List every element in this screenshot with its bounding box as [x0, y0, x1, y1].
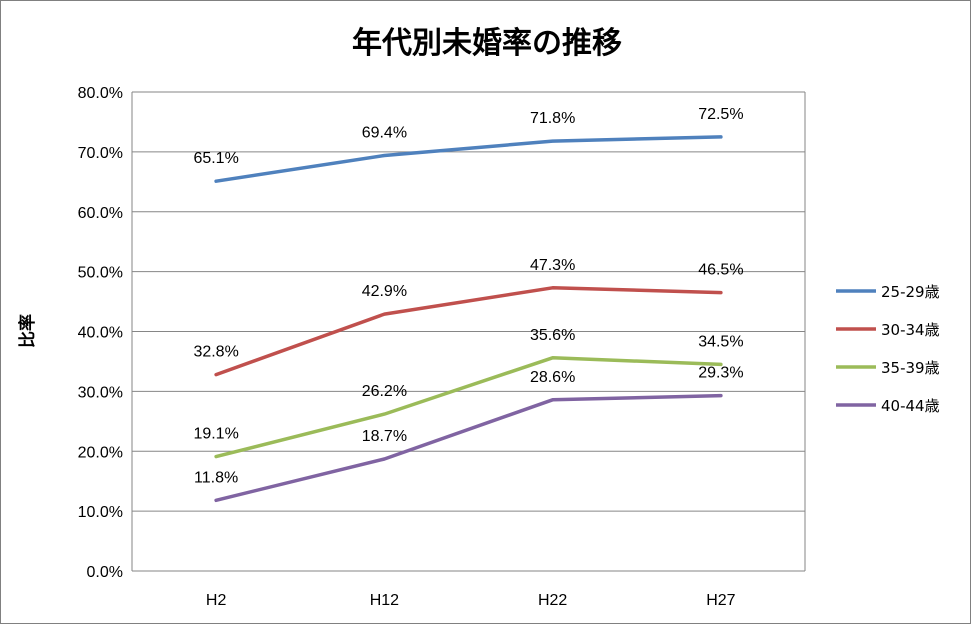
y-tick-label: 30.0% [78, 384, 123, 401]
data-label: 35.6% [530, 327, 575, 344]
y-tick-label: 70.0% [78, 145, 123, 162]
x-tick-label: H27 [706, 592, 735, 609]
x-tick-label: H2 [206, 592, 227, 609]
y-tick-label: 50.0% [78, 265, 123, 282]
data-label: 26.2% [362, 383, 407, 400]
chart-title: 年代別未婚率の推移 [352, 26, 622, 61]
legend-label: 35-39歳 [881, 359, 940, 377]
y-axis-label: 比率 [17, 314, 38, 348]
y-tick-label: 80.0% [78, 85, 123, 102]
data-label: 18.7% [362, 428, 407, 445]
legend-label: 40-44歳 [881, 397, 940, 415]
legend-label: 25-29歳 [881, 283, 940, 301]
legend-label: 30-34歳 [881, 321, 940, 339]
data-label: 29.3% [698, 365, 743, 382]
y-tick-label: 20.0% [78, 444, 123, 461]
series-line [214, 393, 723, 503]
data-label: 19.1% [193, 426, 238, 443]
y-tick-label: 40.0% [78, 325, 123, 342]
series-lines [214, 135, 723, 503]
data-label: 47.3% [530, 257, 575, 274]
data-label: 32.8% [193, 344, 238, 361]
y-tick-label: 0.0% [87, 564, 123, 581]
data-label: 69.4% [362, 124, 407, 141]
y-tick-label: 60.0% [78, 205, 123, 222]
data-label: 34.5% [698, 333, 743, 350]
series-line [214, 286, 723, 377]
data-label: 28.6% [530, 369, 575, 386]
x-axis-ticks: H2 H12 H22 H27 [206, 592, 736, 609]
data-labels: 65.1% 69.4% 71.8% 72.5% 32.8% 42.9% 47.3% 46.5%… [193, 106, 743, 486]
x-tick-label: H22 [538, 592, 567, 609]
data-label: 72.5% [698, 106, 743, 123]
y-axis-ticks: 0.0% 10.0% 20.0% 30.0% 40.0% 50.0% 60.0% 70.0% 8… [78, 85, 123, 581]
data-label: 46.5% [698, 262, 743, 279]
series-line [214, 356, 723, 459]
data-label: 11.8% [194, 469, 238, 486]
data-label: 42.9% [362, 283, 407, 300]
x-tick-label: H12 [370, 592, 399, 609]
data-label: 65.1% [193, 150, 238, 167]
series-line [214, 135, 723, 183]
data-label: 71.8% [530, 110, 575, 127]
legend: 25-29歳 30-34歳 35-39歳 40-44歳 [836, 283, 940, 415]
y-tick-label: 10.0% [78, 504, 123, 521]
